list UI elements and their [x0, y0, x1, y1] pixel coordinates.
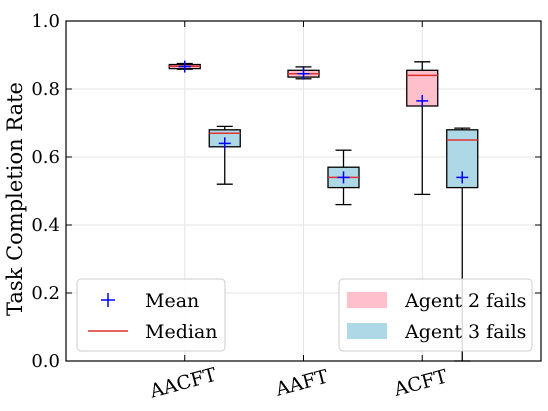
legend-right-label: Agent 3 fails: [404, 321, 526, 343]
box-agent-3-fails: [327, 149, 360, 206]
y-tick-label: 0.2: [31, 283, 60, 304]
y-tick-label: 0.6: [31, 147, 60, 168]
legend-left-label: Median: [145, 321, 218, 343]
legend-swatch: [347, 292, 387, 308]
legend-left: Mean Median: [76, 278, 226, 352]
legend-right: Agent 2 fails Agent 3 fails: [338, 278, 533, 352]
x-tick-label: AACFT: [147, 364, 220, 403]
plot-area: [168, 60, 479, 362]
y-tick-label: 0.8: [31, 79, 60, 100]
x-tick-label: AAFT: [272, 366, 330, 401]
legend-left-box: [76, 278, 226, 352]
legend-right-box: [338, 278, 533, 352]
legend-swatch: [347, 323, 387, 339]
y-axis-label: Task Completion Rate: [3, 82, 27, 316]
y-tick-label: 0.4: [31, 215, 60, 236]
box-agent-3-fails: [208, 125, 241, 185]
y-tick-label: 0.0: [31, 351, 60, 372]
box-agent-2-fails: [406, 61, 439, 196]
y-axis: 0.0 0.2 0.4 0.6 0.8 1.0: [31, 11, 541, 372]
box-agent-2-fails: [287, 66, 320, 80]
legend-left-label: Mean: [145, 290, 199, 312]
x-tick-label: ACFT: [391, 365, 450, 401]
y-tick-label: 1.0: [31, 11, 60, 32]
box-agent-2-fails: [168, 60, 201, 73]
legend-right-label: Agent 2 fails: [404, 290, 526, 312]
